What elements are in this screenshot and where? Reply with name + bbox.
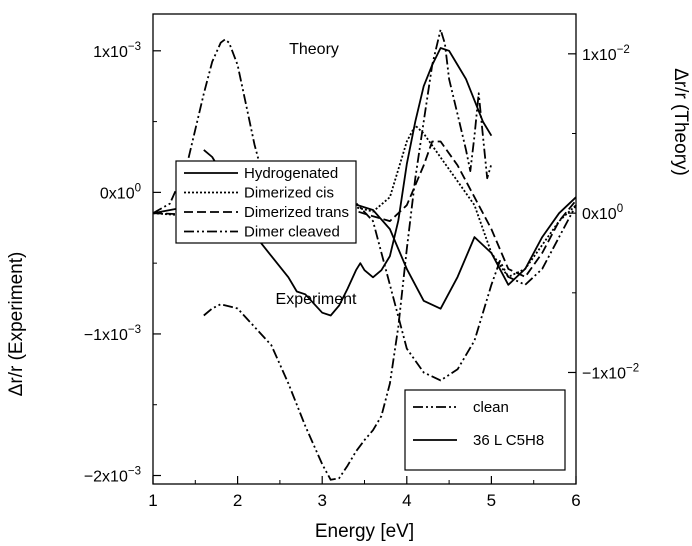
theory-legend-label: Hydrogenated (244, 165, 338, 182)
experiment-y-tick-label: 1x10−3 (93, 41, 141, 61)
theory-y-axis-label: Δr/r (Theory) (670, 68, 691, 176)
experiment-y-tick-label: −1x10−3 (84, 324, 141, 344)
theory-legend-label: Dimerized cis (244, 185, 334, 202)
x-tick-label: 3 (317, 491, 326, 510)
experiment-y-tick-label: −2x10−3 (84, 466, 141, 486)
experiment-y-tick-label: 0x100 (100, 182, 141, 202)
theory-y-tick-label: 0x100 (582, 203, 623, 223)
x-axis-label: Energy [eV] (315, 521, 414, 542)
experiment-legend-label: 36 L C5H8 (473, 432, 544, 449)
experiment-series-clean (203, 28, 493, 481)
x-tick-label: 1 (148, 491, 157, 510)
theory-series-dimer-cleaved (152, 38, 577, 382)
plot-layer: 1 2 3 4 5 6 Energy [eV] 1x10−3 0x100 −1x10−3 −2x10… (6, 28, 691, 542)
theory-legend-label: Dimerized trans (244, 204, 349, 221)
x-tick-label: 4 (402, 491, 411, 510)
experiment-series-36-l-c5h8 (203, 47, 493, 317)
x-tick-label: 5 (487, 491, 496, 510)
x-tick-label: 2 (233, 491, 242, 510)
experiment-annotation: Experiment (276, 291, 357, 308)
theory-legend-label: Dimer cleaved (244, 224, 340, 241)
theory-y-tick-label: −1x10−2 (582, 362, 639, 382)
theory-annotation: Theory (289, 41, 339, 58)
x-tick-label: 6 (571, 491, 580, 510)
theory-legend (175, 160, 357, 244)
experiment-y-axis-label: Δr/r (Experiment) (6, 252, 27, 397)
theory-y-tick-label: 1x10−2 (582, 44, 630, 64)
experiment-legend (404, 389, 566, 471)
experiment-legend-label: clean (473, 399, 509, 416)
